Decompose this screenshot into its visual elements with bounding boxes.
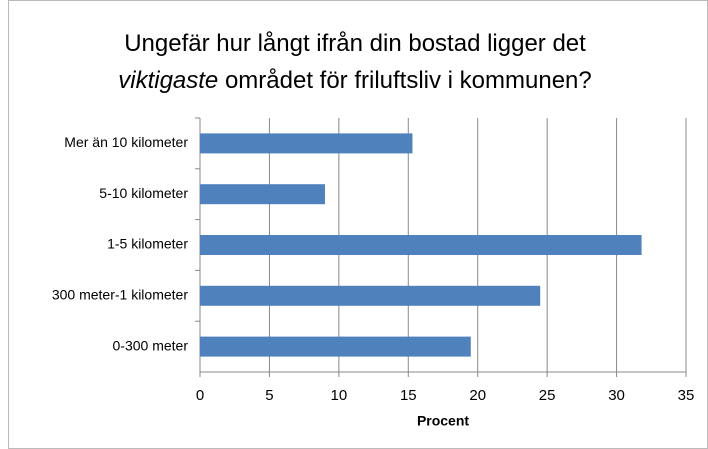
x-tick-label: 5	[265, 387, 273, 404]
y-tick-label: 1-5 kilometer	[107, 236, 188, 252]
bar	[200, 133, 413, 154]
bar	[200, 285, 541, 306]
title-line: Ungefär hur långt ifrån din bostad ligge…	[124, 30, 586, 57]
x-tick-label: 15	[400, 387, 417, 404]
x-tick-label: 20	[469, 387, 486, 404]
bar	[200, 235, 642, 255]
y-tick-label: 0-300 meter	[113, 337, 189, 353]
chart-title: Ungefär hur långt ifrån din bostad ligge…	[124, 30, 586, 57]
title-emphasis: viktigaste	[118, 67, 218, 94]
x-tick-label: 25	[539, 387, 556, 404]
x-tick-label: 0	[196, 387, 204, 404]
chart-title: viktigaste området för friluftsliv i kom…	[118, 67, 592, 94]
x-axis-label: Procent	[417, 413, 469, 429]
x-tick-label: 30	[608, 387, 625, 404]
y-tick-label: 5-10 kilometer	[99, 185, 188, 201]
y-tick-label: Mer än 10 kilometer	[64, 134, 188, 150]
title-line: området för friluftsliv i kommunen?	[225, 67, 592, 94]
bar	[200, 184, 325, 205]
y-tick-label: 300 meter-1 kilometer	[52, 287, 189, 303]
x-tick-label: 35	[678, 387, 695, 404]
x-tick-label: 10	[331, 387, 348, 404]
bar	[200, 336, 471, 357]
